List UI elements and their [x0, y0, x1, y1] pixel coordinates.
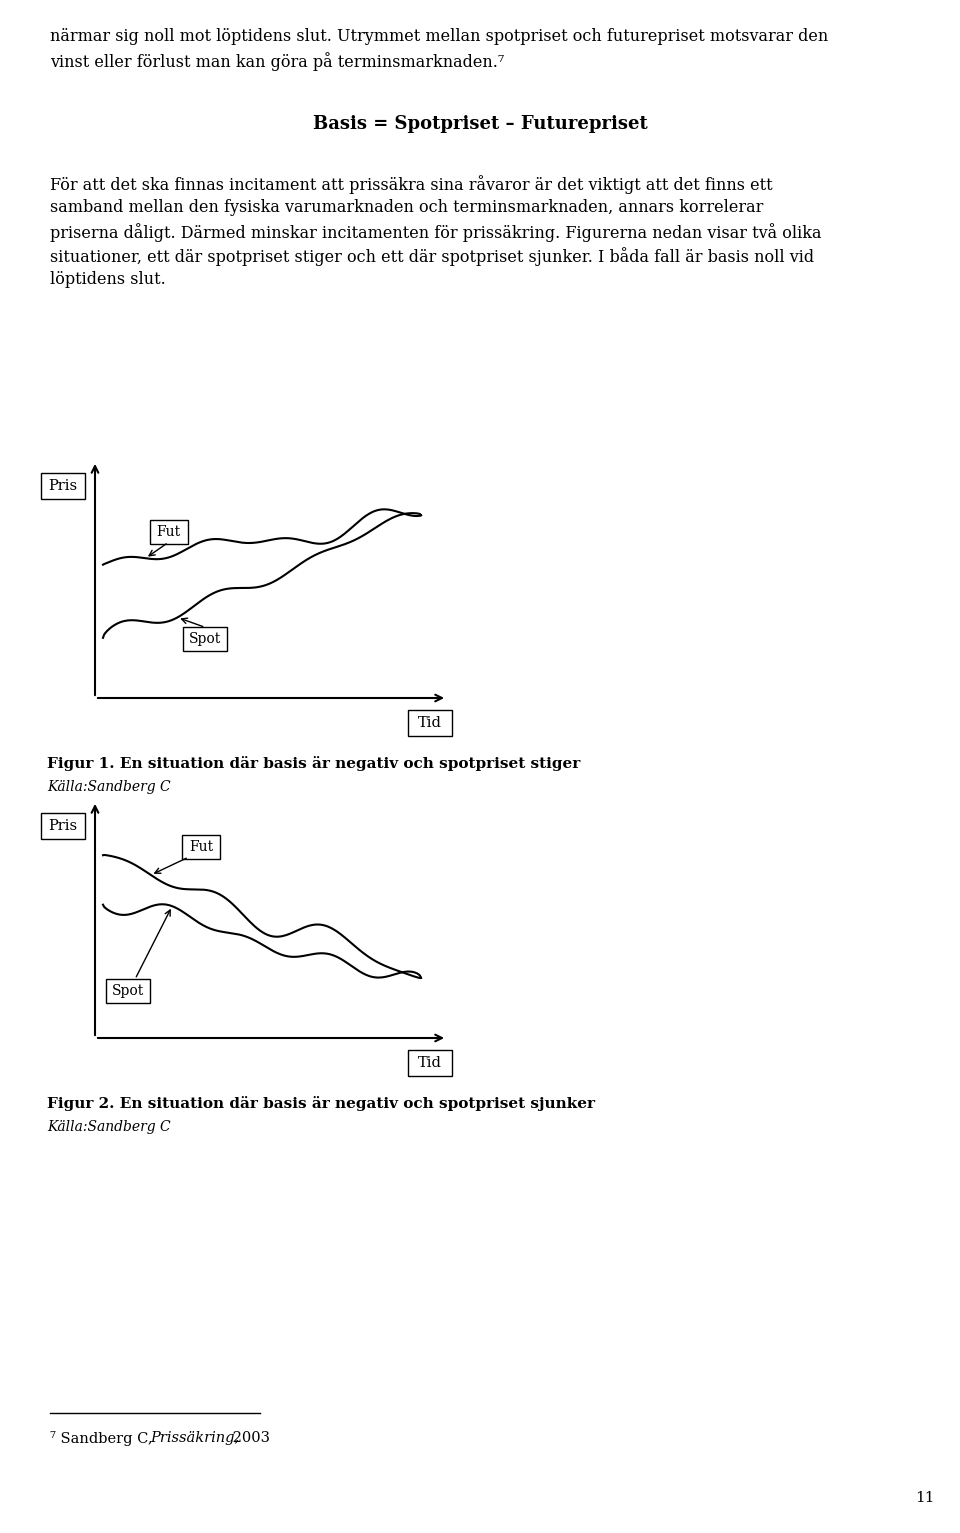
Text: priserna dåligt. Därmed minskar incitamenten för prissäkring. Figurerna nedan vi: priserna dåligt. Därmed minskar incitame… — [50, 222, 822, 242]
Text: Pris: Pris — [48, 819, 78, 832]
Text: närmar sig noll mot löptidens slut. Utrymmet mellan spotpriset och futurepriset : närmar sig noll mot löptidens slut. Utry… — [50, 28, 828, 44]
Text: samband mellan den fysiska varumarknaden och terminsmarknaden, annars korrelerar: samband mellan den fysiska varumarknaden… — [50, 199, 763, 216]
Text: Figur 2. En situation där basis är negativ och spotpriset sjunker: Figur 2. En situation där basis är negat… — [47, 1096, 595, 1111]
FancyBboxPatch shape — [408, 1050, 452, 1076]
Text: Spot: Spot — [189, 633, 222, 647]
Text: 2003: 2003 — [228, 1430, 270, 1446]
Text: löptidens slut.: löptidens slut. — [50, 271, 166, 288]
Text: Figur 1. En situation där basis är negativ och spotpriset stiger: Figur 1. En situation där basis är negat… — [47, 756, 580, 771]
Text: Tid: Tid — [418, 716, 442, 730]
Text: Fut: Fut — [189, 840, 213, 854]
Text: situationer, ett där spotpriset stiger och ett där spotpriset sjunker. I båda fa: situationer, ett där spotpriset stiger o… — [50, 247, 814, 265]
Text: Basis = Spotpriset – Futurepriset: Basis = Spotpriset – Futurepriset — [313, 115, 647, 133]
Text: ⁷ Sandberg C,: ⁷ Sandberg C, — [50, 1430, 157, 1446]
Text: vinst eller förlust man kan göra på terminsmarknaden.⁷: vinst eller förlust man kan göra på term… — [50, 52, 504, 71]
Text: 11: 11 — [916, 1492, 935, 1505]
FancyBboxPatch shape — [41, 812, 85, 839]
Text: Tid: Tid — [418, 1056, 442, 1070]
Text: Prissäkring,: Prissäkring, — [150, 1430, 239, 1446]
Text: Källa:Sandberg C: Källa:Sandberg C — [47, 780, 171, 794]
Text: Källa:Sandberg C: Källa:Sandberg C — [47, 1121, 171, 1134]
Text: Spot: Spot — [112, 984, 144, 998]
FancyBboxPatch shape — [150, 520, 187, 544]
Text: För att det ska finnas incitament att prissäkra sina råvaror är det viktigt att : För att det ska finnas incitament att pr… — [50, 175, 773, 193]
FancyBboxPatch shape — [41, 474, 85, 500]
FancyBboxPatch shape — [183, 627, 228, 652]
Text: Fut: Fut — [156, 526, 180, 540]
FancyBboxPatch shape — [106, 980, 150, 1003]
FancyBboxPatch shape — [408, 710, 452, 736]
FancyBboxPatch shape — [181, 835, 220, 858]
Text: Pris: Pris — [48, 478, 78, 494]
